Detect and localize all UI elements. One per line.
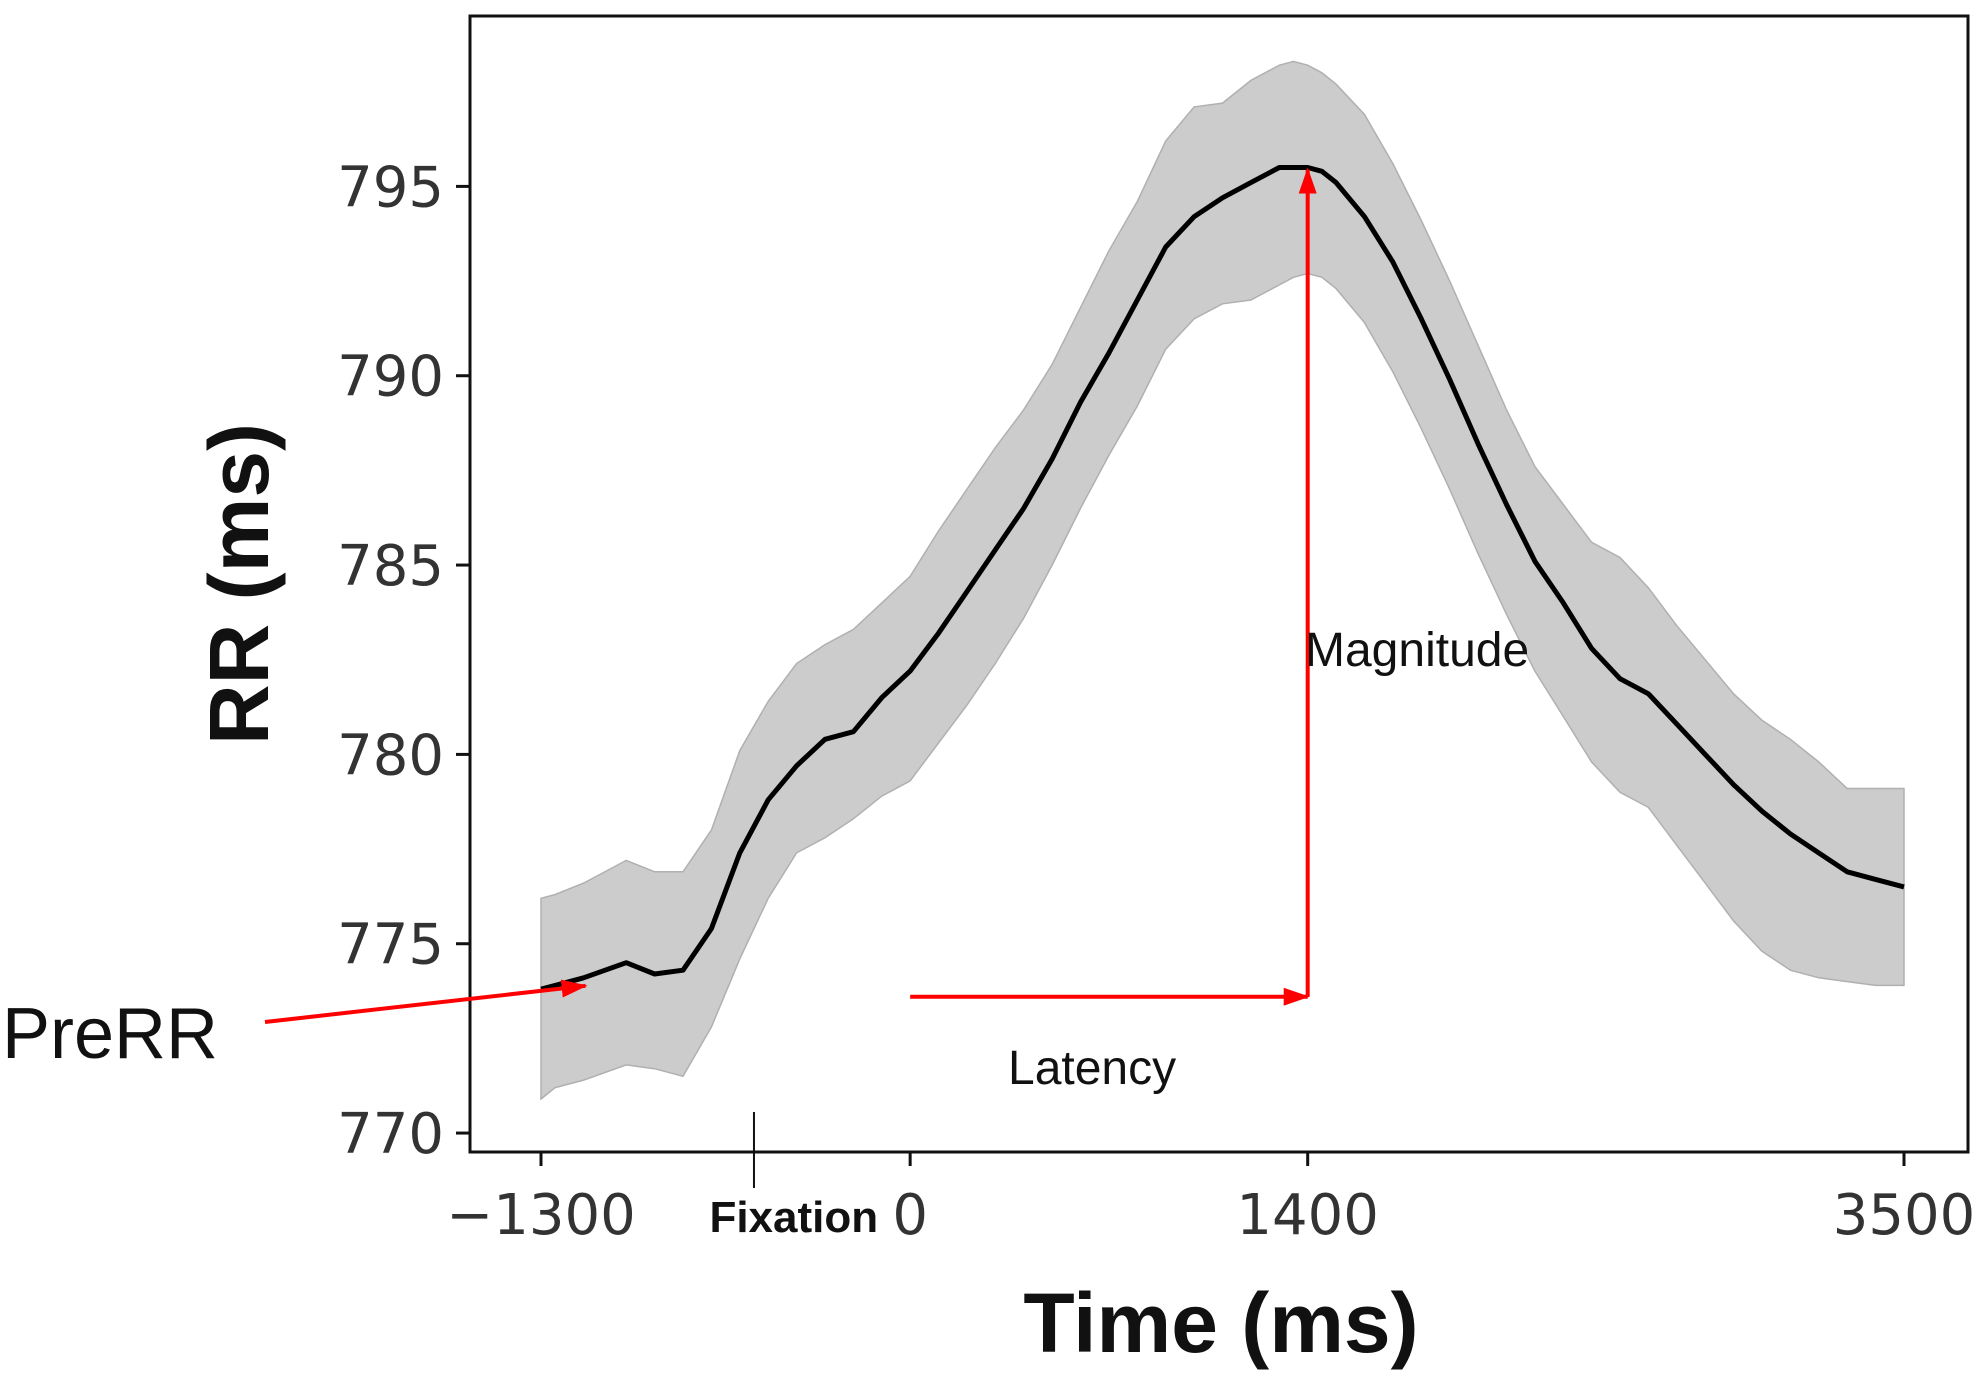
y-axis-title: RR (ms) <box>192 423 286 745</box>
y-tick-label: 795 <box>337 155 444 220</box>
y-tick-label: 775 <box>337 913 444 978</box>
x-tick-label: 0 <box>892 1183 928 1248</box>
magnitude-label: Magnitude <box>1305 624 1529 677</box>
prerr-arrow <box>264 979 588 1024</box>
prerr-label: PreRR <box>2 994 218 1074</box>
y-tick-label: 790 <box>337 345 444 410</box>
x-tick-label: 3500 <box>1833 1183 1976 1248</box>
x-tick-label: 1400 <box>1236 1183 1379 1248</box>
y-tick-label: 780 <box>337 723 444 788</box>
confidence-band <box>540 60 1905 1101</box>
latency-label: Latency <box>1008 1042 1176 1095</box>
plot-frame <box>468 14 1970 1154</box>
y-tick-label: 785 <box>337 534 444 599</box>
x-tick-label: −1300 <box>446 1183 635 1248</box>
y-tick-label: 770 <box>337 1102 444 1167</box>
x-axis-title: Time (ms) <box>1023 1276 1418 1370</box>
mean-rr-line <box>540 165 1905 992</box>
fixation-label: Fixation <box>709 1193 878 1242</box>
